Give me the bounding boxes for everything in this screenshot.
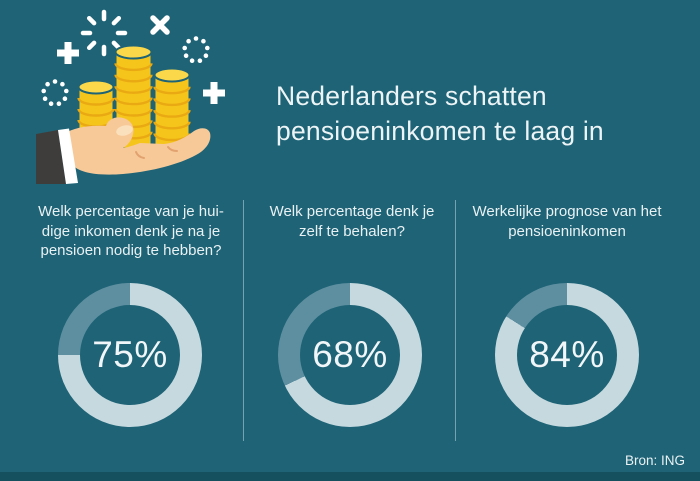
question-line: zelf te behalen? — [299, 222, 405, 240]
plus-icon — [57, 42, 79, 64]
page-title: Nederlanders schatten pensioeninkomen te… — [276, 79, 604, 148]
question-label-needed-income: Welk percentage van je hui- dige inkomen… — [10, 202, 252, 261]
question-line: Werkelijke prognose van het — [472, 203, 662, 220]
sparkle-burst-icon — [80, 9, 128, 57]
bottom-accent-bar — [0, 472, 700, 481]
question-line: Welk percentage denk je — [269, 203, 435, 220]
question-label-expected-income: Welk percentage denk je zelf te behalen? — [240, 202, 464, 241]
question-line: pensioeninkomen — [508, 222, 626, 240]
cross-icon — [150, 15, 170, 35]
dotted-circle-icon — [182, 36, 210, 63]
donut-value: 84% — [529, 334, 605, 375]
question-line: Welk percentage van je hui- — [38, 203, 224, 220]
title-line: pensioeninkomen te laag in — [276, 115, 604, 146]
sleeve — [36, 130, 66, 184]
question-label-actual-forecast: Werkelijke prognose van het pensioeninko… — [455, 202, 679, 241]
source-credit: Bron: ING — [624, 453, 685, 468]
donut-value: 68% — [312, 334, 388, 375]
hand-illustration — [36, 117, 211, 184]
title-line: Nederlanders schatten — [276, 81, 547, 111]
donut-hole: 75% — [80, 305, 180, 405]
donut-hole: 84% — [517, 305, 617, 405]
question-line: dige inkomen denk je na je — [41, 222, 221, 240]
cuff — [58, 128, 78, 184]
hand-coins-illustration — [36, 9, 225, 184]
donut-value: 75% — [92, 334, 168, 375]
plus-icon — [203, 82, 225, 104]
column-divider — [243, 200, 244, 441]
donut-hole: 68% — [300, 305, 400, 405]
question-line: pensioen nodig te hebben? — [40, 242, 222, 259]
donut-chart-actual-forecast: 84% — [495, 283, 639, 427]
column-divider — [455, 200, 456, 441]
donut-chart-expected-income: 68% — [278, 283, 422, 427]
dotted-circle-icon — [41, 79, 69, 106]
donut-chart-needed-income: 75% — [58, 283, 202, 427]
